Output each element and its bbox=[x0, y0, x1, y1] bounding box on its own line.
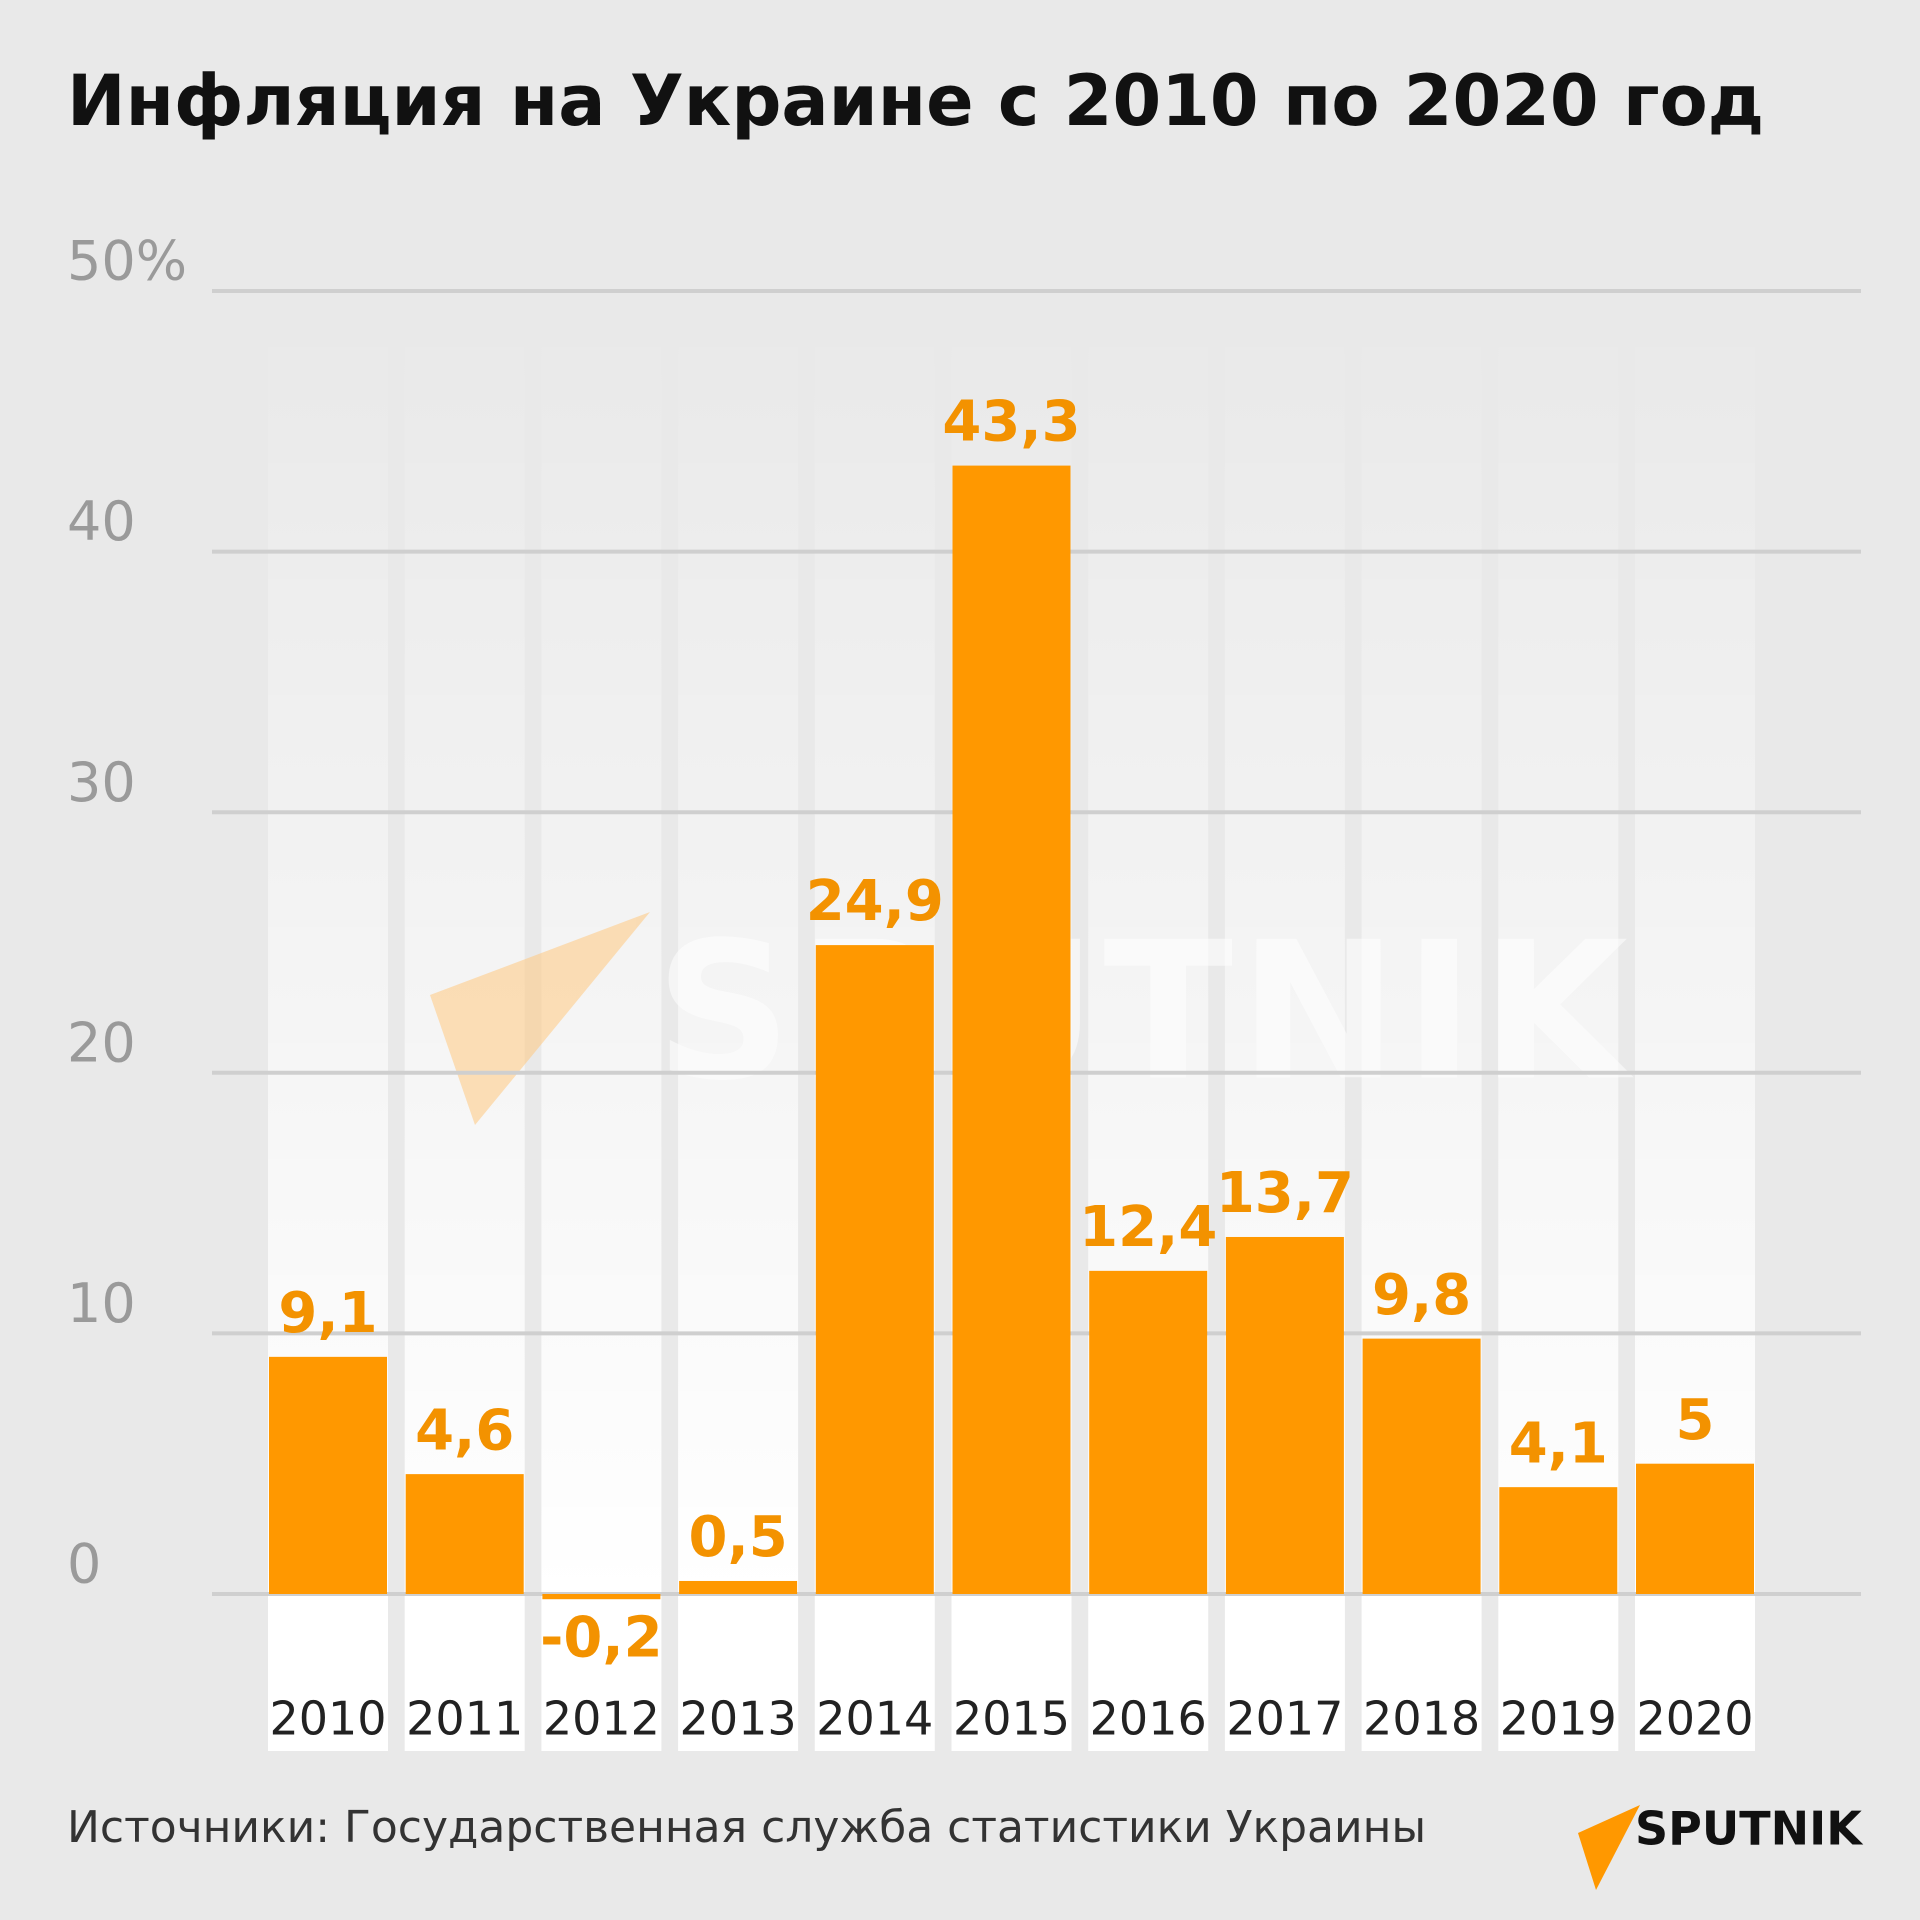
bar bbox=[952, 465, 1071, 1594]
watermark-text: SPUTNIK bbox=[655, 901, 1634, 1122]
x-tick-label: 2014 bbox=[816, 1692, 933, 1746]
value-label: 13,7 bbox=[1216, 1161, 1354, 1226]
category-band bbox=[1224, 1594, 1345, 1751]
column-background bbox=[678, 318, 799, 1594]
x-tick-label: 2016 bbox=[1090, 1692, 1207, 1746]
logo: SPUTNIK bbox=[1635, 1802, 1864, 1856]
x-tick-label: 2015 bbox=[953, 1692, 1070, 1746]
y-tick-label: 20 bbox=[67, 1011, 136, 1074]
bar bbox=[405, 1474, 524, 1594]
value-label: 4,1 bbox=[1509, 1411, 1608, 1476]
y-tick-label: 10 bbox=[67, 1272, 136, 1335]
category-band bbox=[814, 1594, 935, 1751]
value-label: -0,2 bbox=[540, 1605, 662, 1670]
y-tick-label: 30 bbox=[67, 751, 136, 814]
bar bbox=[815, 945, 934, 1594]
category-band bbox=[951, 1594, 1072, 1751]
category-band bbox=[404, 1594, 525, 1751]
category-band bbox=[268, 1594, 388, 1751]
category-band bbox=[1088, 1594, 1209, 1751]
bar bbox=[1362, 1338, 1481, 1594]
category-band bbox=[1361, 1594, 1482, 1751]
bar bbox=[542, 1594, 661, 1600]
x-tick-label: 2018 bbox=[1363, 1692, 1480, 1746]
value-label: 9,1 bbox=[278, 1281, 377, 1346]
value-label: 24,9 bbox=[806, 869, 944, 934]
bar bbox=[1225, 1236, 1344, 1594]
chart-title: Инфляция на Украине с 2010 по 2020 год bbox=[67, 60, 1764, 142]
x-tick-label: 2019 bbox=[1500, 1692, 1617, 1746]
column-background bbox=[1635, 318, 1755, 1594]
value-label: 4,6 bbox=[415, 1398, 514, 1463]
source: Источники: Государственная служба статис… bbox=[67, 1802, 1426, 1853]
y-tick-label: 50% bbox=[67, 230, 187, 293]
category-band bbox=[1635, 1594, 1755, 1751]
value-label: 12,4 bbox=[1079, 1195, 1217, 1260]
logo-arrow bbox=[1578, 1805, 1640, 1890]
y-tick-label: 40 bbox=[67, 490, 136, 553]
category-band bbox=[541, 1594, 662, 1751]
value-label: 5 bbox=[1676, 1388, 1715, 1453]
bar bbox=[269, 1356, 387, 1594]
value-label: 0,5 bbox=[688, 1505, 787, 1570]
x-tick-label: 2017 bbox=[1226, 1692, 1343, 1746]
x-tick-label: 2011 bbox=[406, 1692, 523, 1746]
column-background bbox=[1498, 318, 1619, 1594]
x-tick-label: 2010 bbox=[269, 1692, 386, 1746]
bar bbox=[1089, 1270, 1208, 1594]
bar bbox=[1499, 1487, 1618, 1594]
plot: 0 10 20 30 40 50% 9,1 2010 4,6 2011 -0,2 2012 0,5 201… bbox=[67, 230, 1861, 1746]
bar bbox=[1636, 1463, 1754, 1594]
column-background bbox=[404, 318, 525, 1594]
value-label: 43,3 bbox=[942, 390, 1080, 455]
x-tick-label: 2012 bbox=[543, 1692, 660, 1746]
y-tick-label: 0 bbox=[67, 1533, 101, 1596]
value-label: 9,8 bbox=[1372, 1263, 1471, 1328]
bar bbox=[679, 1580, 798, 1594]
x-tick-label: 2013 bbox=[680, 1692, 797, 1746]
x-tick-label: 2020 bbox=[1636, 1692, 1753, 1746]
category-band bbox=[1498, 1594, 1619, 1751]
category-band bbox=[678, 1594, 799, 1751]
